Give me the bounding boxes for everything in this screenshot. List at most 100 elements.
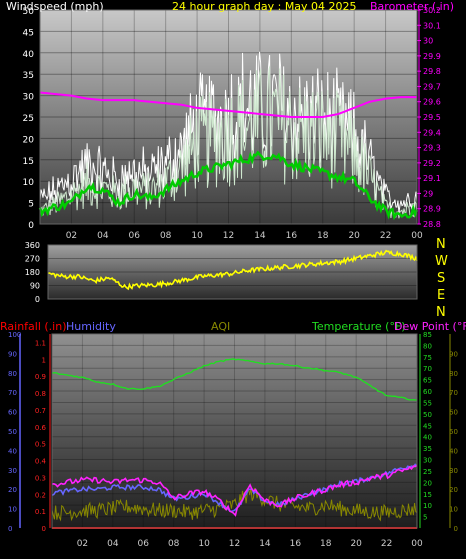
aqi-tick-label: 30 [449, 467, 458, 475]
aqi-tick-label: 10 [449, 506, 458, 514]
temperature-tick-label: 85 [423, 331, 432, 339]
rainfall-tick-label: 1.1 [35, 339, 46, 347]
temp-x-tick-label: 16 [290, 539, 302, 549]
barometer-tick-label: 29.6 [423, 98, 441, 107]
aqi-tick-label: 40 [449, 447, 458, 455]
temp-x-tick-label: 02 [77, 539, 88, 549]
wind-gust-series-line [39, 51, 418, 213]
temperature-tick-label: 30 [423, 457, 432, 465]
temperature-tick-label: 55 [423, 399, 432, 407]
wind-x-tick-label: 06 [129, 231, 141, 241]
barometer-tick-label: 29.2 [423, 159, 441, 168]
temp-x-tick-label: 22 [381, 539, 392, 549]
aqi-tick-label: 80 [449, 370, 458, 378]
barometer-tick-label: 29.5 [423, 113, 441, 122]
barometer-axis-label: Barometer (.in) [370, 0, 454, 13]
wind-y-tick-label: 5 [28, 200, 34, 210]
barometer-series-line [39, 91, 417, 118]
wind-x-tick-label: 04 [97, 231, 109, 241]
rainfall-tick-label: 0.9 [35, 373, 46, 381]
wind-x-tick-label: 20 [348, 231, 360, 241]
wind-x-tick-label: 10 [191, 231, 203, 241]
wind-x-tick-label: 14 [254, 231, 266, 241]
wind-y-tick-label: 50 [23, 7, 35, 17]
dewpoint-axis-label: Dew Point (°F) [394, 320, 466, 333]
barometer-tick-label: 29.7 [423, 82, 441, 91]
aqi-series-line [51, 487, 418, 522]
temp-x-tick-label: 06 [138, 539, 150, 549]
direction-panel-background [48, 245, 417, 299]
barometer-tick-label: 30.2 [423, 6, 441, 15]
barometer-tick-label: 30 [423, 37, 433, 46]
aqi-tick-label: 50 [449, 428, 458, 436]
compass-e: E [437, 288, 446, 303]
temp-x-tick-label: 12 [229, 539, 240, 549]
barometer-tick-label: 28.8 [423, 220, 441, 229]
temperature-tick-label: 20 [423, 479, 432, 487]
rainfall-tick-label: 0.3 [35, 474, 46, 482]
temp-x-tick-label: 04 [107, 539, 119, 549]
aqi-axis-label: AQI [211, 320, 231, 333]
wind-y-tick-label: 40 [23, 50, 35, 60]
barometer-tick-label: 29.9 [423, 52, 441, 61]
wind-x-tick-label: 18 [317, 231, 329, 241]
temperature-tick-label: 50 [423, 411, 432, 419]
windspeed-axis-label: Windspeed (mph) [6, 0, 104, 13]
compass-s: S [437, 271, 446, 286]
wind-y-tick-label: 0 [28, 221, 34, 231]
rainfall-tick-label: 0.8 [35, 390, 46, 398]
temp-x-tick-label: 14 [259, 539, 271, 549]
rainfall-tick-label: 1 [42, 356, 46, 364]
humidity-tick-label: 40 [8, 447, 17, 455]
humidity-tick-label: 100 [8, 331, 21, 339]
temperature-tick-label: 45 [423, 422, 432, 430]
humidity-axis-label: Humidity [66, 320, 116, 333]
temperature-axis-label: Temperature (°F) [312, 320, 406, 333]
wind-average-series-line [38, 150, 419, 221]
rainfall-tick-label: 0 [42, 525, 46, 533]
dewpoint-series-line [51, 464, 418, 517]
wind-x-tick-label: 22 [380, 231, 391, 241]
barometer-tick-label: 29.3 [423, 144, 441, 153]
direction-y-tick-label: 180 [25, 268, 40, 277]
compass-n-bottom: N [436, 305, 446, 320]
compass-w: W [435, 254, 448, 269]
barometer-tick-label: 29 [423, 189, 433, 198]
aqi-tick-label: 60 [449, 409, 458, 417]
panel-frame [51, 333, 418, 529]
humidity-tick-label: 0 [8, 525, 12, 533]
wind-y-tick-label: 35 [23, 71, 34, 81]
humidity-tick-label: 20 [8, 486, 17, 494]
aqi-tick-label: 0 [454, 525, 458, 533]
temperature-tick-label: 40 [423, 434, 432, 442]
humidity-tick-label: 30 [8, 467, 17, 475]
temperature-tick-label: 25 [423, 468, 432, 476]
wind-x-tick-label: 00 [411, 231, 423, 241]
humidity-tick-label: 10 [8, 506, 17, 514]
wind-y-tick-label: 25 [23, 114, 34, 124]
wind-x-tick-label: 08 [160, 231, 172, 241]
humidity-series-line [51, 463, 418, 513]
direction-y-tick-label: 0 [35, 295, 40, 304]
temp-x-tick-label: 10 [198, 539, 210, 549]
direction-y-tick-label: 270 [25, 255, 40, 264]
wind-y-tick-label: 45 [23, 28, 34, 38]
barometer-tick-label: 28.9 [423, 205, 441, 214]
temperature-tick-label: 60 [423, 388, 432, 396]
wind-y-tick-label: 10 [23, 178, 35, 188]
rainfall-tick-label: 0.5 [35, 441, 46, 449]
barometer-tick-label: 29.4 [423, 128, 441, 137]
panel-frame [39, 9, 418, 225]
aqi-tick-label: 90 [449, 350, 458, 358]
wind-x-tick-label: 16 [286, 231, 298, 241]
temp-x-tick-label: 20 [350, 539, 362, 549]
direction-y-tick-label: 90 [30, 282, 40, 291]
rainfall-tick-label: 0.6 [35, 424, 47, 432]
barometer-tick-label: 29.1 [423, 174, 441, 183]
temperature-tick-label: 80 [423, 342, 432, 350]
temp-x-tick-label: 18 [320, 539, 332, 549]
temperature-tick-label: 75 [423, 354, 432, 362]
temperature-tick-label: 15 [423, 491, 432, 499]
temperature-tick-label: 10 [423, 502, 432, 510]
